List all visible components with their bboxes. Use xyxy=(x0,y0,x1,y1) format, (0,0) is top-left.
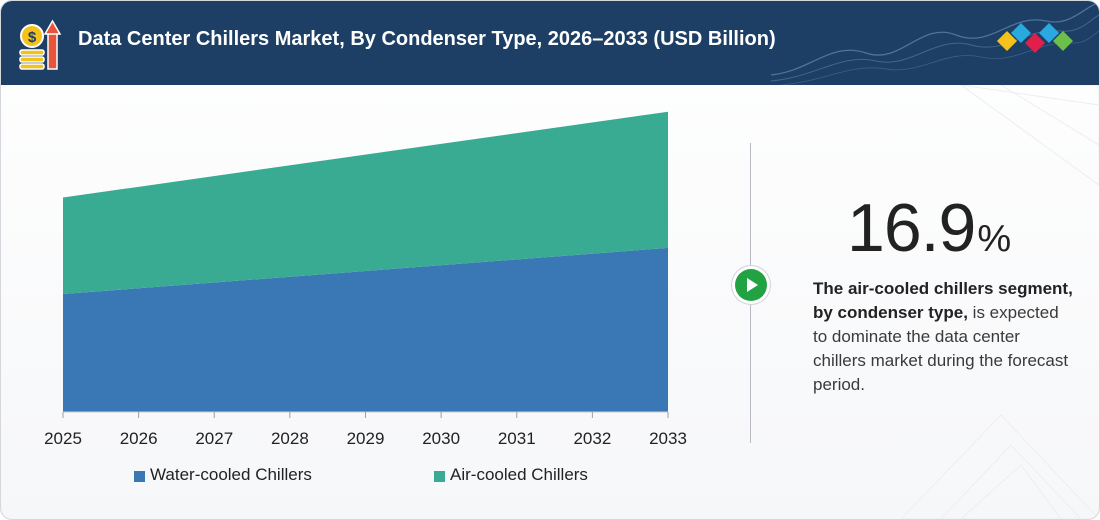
svg-text:$: $ xyxy=(28,29,37,46)
x-tick-label: 2027 xyxy=(195,429,233,448)
stat-unit: % xyxy=(977,218,1012,260)
x-tick-label: 2029 xyxy=(347,429,385,448)
header-decoration xyxy=(771,2,1099,85)
stat-description-rest: is expected to dominate the data center … xyxy=(813,303,1069,394)
legend-swatch-water-cooled xyxy=(134,471,145,482)
x-tick-label: 2031 xyxy=(498,429,536,448)
market-growth-icon: $ xyxy=(19,19,62,70)
area-water-cooled-chillers xyxy=(63,247,668,412)
area-air-cooled-chillers xyxy=(63,111,668,295)
cagr-stat: 16.9% xyxy=(847,189,1011,269)
legend-label-air-cooled: Air-cooled Chillers xyxy=(450,465,588,484)
x-tick-label: 2032 xyxy=(573,429,611,448)
header-bar: $ Data Center Chillers Market, By Conden… xyxy=(1,1,1099,85)
chart-title: Data Center Chillers Market, By Condense… xyxy=(78,28,776,50)
x-tick-label: 2033 xyxy=(649,429,687,448)
stat-value: 16.9 xyxy=(847,190,976,266)
x-axis: 2025 2026 2027 2028 2029 2030 2031 2032 2033 xyxy=(44,411,687,448)
background-decoration xyxy=(900,85,1099,519)
brand-logo xyxy=(997,23,1073,53)
x-tick-label: 2026 xyxy=(120,429,158,448)
stat-description-bold: The air-cooled chillers segment, by cond… xyxy=(813,279,1073,322)
stacked-area-chart: 2025 2026 2027 2028 2029 2030 2031 2032 2033 xyxy=(44,111,687,448)
x-tick-label: 2028 xyxy=(271,429,309,448)
legend-label-water-cooled: Water-cooled Chillers xyxy=(150,465,312,484)
stat-description: The air-cooled chillers segment, by cond… xyxy=(813,277,1075,397)
play-icon xyxy=(747,278,758,292)
x-tick-label: 2025 xyxy=(44,429,82,448)
x-tick-label: 2030 xyxy=(422,429,460,448)
play-button[interactable] xyxy=(735,269,767,301)
chart-areas xyxy=(63,111,668,412)
legend-swatch-air-cooled xyxy=(434,471,445,482)
